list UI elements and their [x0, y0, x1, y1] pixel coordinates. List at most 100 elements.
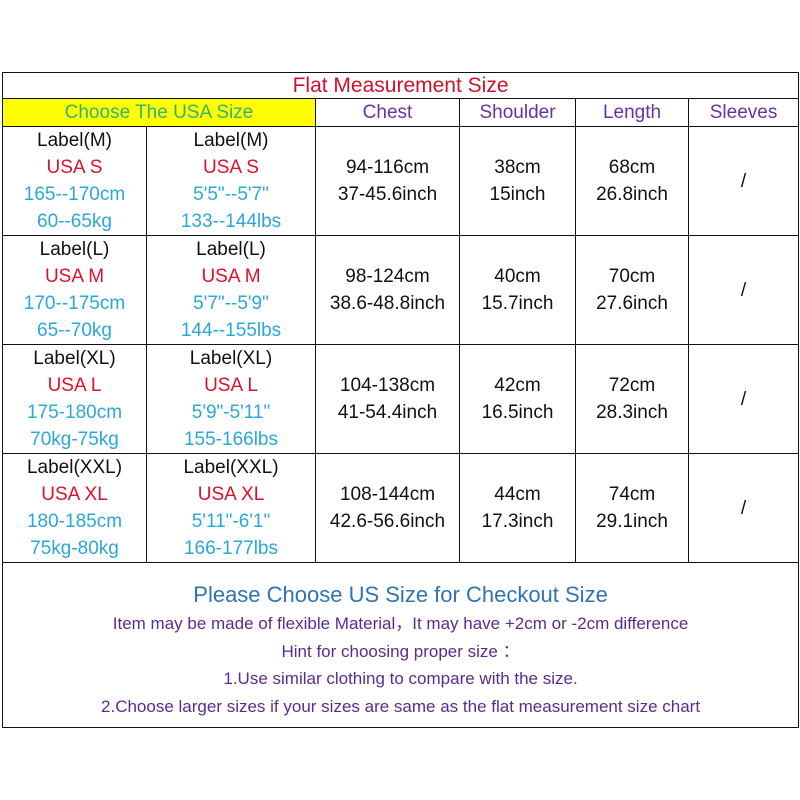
- chest-cell: 98-124cm 38.6-48.8inch: [315, 235, 460, 345]
- notes-heading: Please Choose US Size for Checkout Size: [193, 582, 608, 607]
- chart-title: Flat Measurement Size: [1, 72, 800, 99]
- sleeves-value: /: [740, 170, 747, 192]
- chest-cm: 108-144cm: [339, 484, 436, 505]
- weight-lbs: 144--155lbs: [180, 320, 282, 341]
- length-inch: 28.3inch: [596, 402, 668, 423]
- sleeves-cell: /: [687, 126, 800, 236]
- metric-size-cell: Label(M) USA S 165--170cm 60--65kg: [2, 126, 147, 236]
- chest-cm: 98-124cm: [345, 266, 430, 287]
- size-label: Label(XXL): [183, 457, 279, 478]
- height-ft: 5'7"--5'9": [193, 293, 269, 314]
- size-label: Label(L): [39, 239, 110, 260]
- size-label: Label(XL): [33, 348, 116, 369]
- note-line: Item may be made of flexible Material，It…: [112, 614, 689, 633]
- imperial-size-cell: Label(M) USA S 5'5"--5'7" 133--144lbs: [146, 126, 316, 236]
- height-ft: 5'11"-6'1": [191, 511, 271, 532]
- size-row: Label(M) USA S 165--170cm 60--65kg Label(M) U…: [2, 126, 800, 236]
- shoulder-cm: 38cm: [494, 157, 541, 178]
- chest-cell: 104-138cm 41-54.4inch: [315, 344, 460, 454]
- shoulder-cm: 44cm: [494, 484, 541, 505]
- size-label: Label(M): [37, 130, 112, 151]
- sleeves-value: /: [740, 497, 747, 519]
- metric-size-cell: Label(XXL) USA XL 180-185cm 75kg-80kg: [2, 453, 147, 563]
- chest-inch: 42.6-56.6inch: [329, 511, 446, 532]
- height-cm: 165--170cm: [23, 184, 126, 205]
- chest-inch: 37-45.6inch: [337, 184, 438, 205]
- usa-size: USA L: [204, 375, 258, 396]
- sleeves-value: /: [740, 279, 747, 301]
- usa-size: USA XL: [197, 484, 265, 505]
- length-cell: 74cm 29.1inch: [575, 453, 689, 563]
- length-header: Length: [575, 98, 689, 127]
- size-label: Label(XXL): [26, 457, 123, 478]
- size-row: Label(L) USA M 170--175cm 65--70kg Label(L) U…: [2, 235, 800, 345]
- weight-kg: 60--65kg: [37, 211, 112, 232]
- sleeves-cell: /: [687, 235, 800, 345]
- choose-usa-size-header: Choose The USA Size: [2, 98, 316, 127]
- usa-size: USA M: [201, 266, 261, 287]
- imperial-size-cell: Label(XL) USA L 5'9"-5'11" 155-166lbs: [146, 344, 316, 454]
- shoulder-cm: 40cm: [494, 266, 541, 287]
- length-inch: 26.8inch: [596, 184, 668, 205]
- chest-inch: 41-54.4inch: [337, 402, 438, 423]
- usa-size: USA L: [47, 375, 102, 396]
- length-cm: 74cm: [608, 484, 656, 505]
- length-cm: 70cm: [608, 266, 656, 287]
- length-inch: 27.6inch: [596, 293, 668, 314]
- note-line: Hint for choosing proper size ：: [281, 641, 520, 661]
- imperial-size-cell: Label(XXL) USA XL 5'11"-6'1" 166-177lbs: [146, 453, 316, 563]
- shoulder-cell: 42cm 16.5inch: [459, 344, 576, 454]
- note-line: 1.Use similar clothing to compare with t…: [223, 669, 578, 688]
- length-cm: 68cm: [608, 157, 656, 178]
- usa-size: USA XL: [41, 484, 108, 505]
- height-ft: 5'5"--5'7": [193, 184, 269, 205]
- height-cm: 170--175cm: [23, 293, 126, 314]
- shoulder-inch: 16.5inch: [481, 402, 554, 423]
- sleeves-header: Sleeves: [687, 98, 800, 127]
- chest-cm: 104-138cm: [339, 375, 436, 396]
- size-chart-table: Flat Measurement Size Choose The USA Siz…: [1, 72, 800, 728]
- length-inch: 29.1inch: [596, 511, 668, 532]
- shoulder-inch: 15.7inch: [481, 293, 554, 314]
- weight-lbs: 166-177lbs: [183, 538, 279, 559]
- length-cm: 72cm: [608, 375, 656, 396]
- shoulder-header: Shoulder: [459, 98, 576, 127]
- size-label: Label(XL): [189, 348, 273, 369]
- note-line: 2.Choose larger sizes if your sizes are …: [101, 696, 701, 716]
- sleeves-value: /: [740, 388, 747, 410]
- usa-size: USA S: [46, 157, 103, 178]
- shoulder-cell: 44cm 17.3inch: [459, 453, 576, 563]
- shoulder-inch: 17.3inch: [481, 511, 554, 532]
- chest-cell: 94-116cm 37-45.6inch: [315, 126, 460, 236]
- shoulder-inch: 15inch: [489, 184, 546, 205]
- size-label: Label(L): [196, 239, 266, 260]
- shoulder-cell: 40cm 15.7inch: [459, 235, 576, 345]
- length-cell: 70cm 27.6inch: [575, 235, 689, 345]
- notes-box: Please Choose US Size for Checkout Size …: [1, 562, 800, 728]
- imperial-size-cell: Label(L) USA M 5'7"--5'9" 144--155lbs: [146, 235, 316, 345]
- size-row: Label(XL) USA L 175-180cm 70kg-75kg Label(XL…: [2, 344, 800, 454]
- metric-size-cell: Label(XL) USA L 175-180cm 70kg-75kg: [2, 344, 147, 454]
- length-cell: 68cm 26.8inch: [575, 126, 689, 236]
- chest-inch: 38.6-48.8inch: [329, 293, 446, 314]
- sleeves-cell: /: [687, 344, 800, 454]
- chest-header: Chest: [315, 98, 460, 127]
- weight-lbs: 133--144lbs: [180, 211, 282, 232]
- weight-lbs: 155-166lbs: [183, 429, 279, 450]
- chest-cm: 94-116cm: [345, 157, 430, 178]
- chest-cell: 108-144cm 42.6-56.6inch: [315, 453, 460, 563]
- length-cell: 72cm 28.3inch: [575, 344, 689, 454]
- height-ft: 5'9"-5'11": [191, 402, 271, 423]
- size-row: Label(XXL) USA XL 180-185cm 75kg-80kg Label(…: [2, 453, 800, 563]
- height-cm: 175-180cm: [26, 402, 123, 423]
- weight-kg: 75kg-80kg: [30, 538, 119, 559]
- weight-kg: 70kg-75kg: [30, 429, 119, 450]
- height-cm: 180-185cm: [26, 511, 123, 532]
- sleeves-cell: /: [687, 453, 800, 563]
- usa-size: USA M: [44, 266, 105, 287]
- usa-size: USA S: [203, 157, 259, 178]
- size-label: Label(M): [193, 130, 269, 151]
- metric-size-cell: Label(L) USA M 170--175cm 65--70kg: [2, 235, 147, 345]
- shoulder-cell: 38cm 15inch: [459, 126, 576, 236]
- weight-kg: 65--70kg: [37, 320, 112, 341]
